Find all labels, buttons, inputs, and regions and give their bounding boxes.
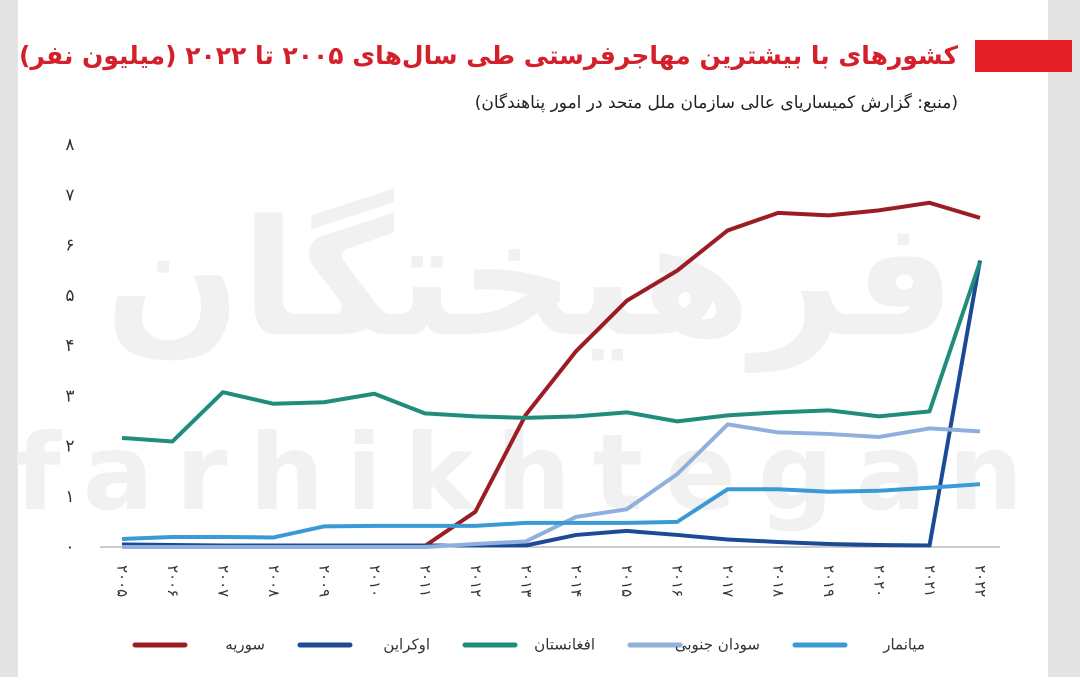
x-tick-label: ۲۰۲۱: [921, 565, 939, 597]
y-tick-label: ۴: [65, 336, 74, 356]
legend-label: میانمار: [882, 636, 925, 654]
card: [18, 0, 1048, 677]
legend-label: سودان جنوبی: [675, 636, 760, 654]
watermark: farhikhtegan: [15, 412, 1045, 534]
series-line: [122, 422, 981, 549]
x-tick-label: ۲۰۲۰: [871, 565, 889, 597]
x-tick-label: ۲۰۱۳: [517, 565, 535, 597]
x-tick-label: ۲۰۱۷: [719, 565, 737, 597]
x-tick-label: ۲۰۲۲: [972, 565, 990, 597]
y-tick-label: ۸: [65, 135, 74, 155]
chart-subtitle: (منبع: گزارش کمیساریای عالی سازمان ملل م…: [475, 92, 958, 113]
x-tick-label: ۲۰۱۰: [366, 565, 384, 597]
series-line: [121, 261, 982, 444]
x-tick-label: ۲۰۱۴: [568, 565, 586, 597]
x-tick-label: ۲۰۰۵: [114, 565, 132, 597]
x-tick-label: ۲۰۱۹: [820, 565, 838, 597]
x-tick-label: ۲۰۱۶: [669, 565, 687, 597]
y-tick-label: ۰: [65, 537, 74, 557]
x-tick-label: ۲۰۰۶: [164, 565, 182, 597]
x-tick-label: ۲۰۰۹: [315, 565, 333, 597]
x-tick-label: ۲۰۰۷: [214, 565, 232, 597]
y-tick-label: ۷: [65, 185, 74, 205]
y-tick-label: ۶: [65, 236, 74, 256]
y-tick-label: ۳: [65, 386, 74, 406]
legend-label: سوریه: [225, 636, 265, 654]
x-tick-label: ۲۰۱۵: [618, 565, 636, 597]
x-tick-label: ۲۰۱۸: [770, 565, 788, 597]
x-tick-label: ۲۰۱۱: [416, 565, 434, 597]
x-tick-label: ۲۰۱۲: [467, 565, 485, 597]
series-line: [121, 482, 981, 541]
watermark: فرهیختگان: [105, 185, 956, 373]
y-tick-label: ۵: [65, 286, 74, 306]
x-tick-label: ۲۰۰۸: [265, 565, 283, 597]
legend-label: اوکراین: [383, 636, 430, 654]
title-accent: [975, 40, 1072, 72]
y-tick-label: ۲: [65, 437, 74, 457]
y-tick-label: ۱: [65, 487, 74, 507]
chart-title: کشورهای با بیشترین مهاجرفرستی طی سال‌های…: [19, 41, 958, 71]
legend-label: افغانستان: [534, 636, 595, 654]
